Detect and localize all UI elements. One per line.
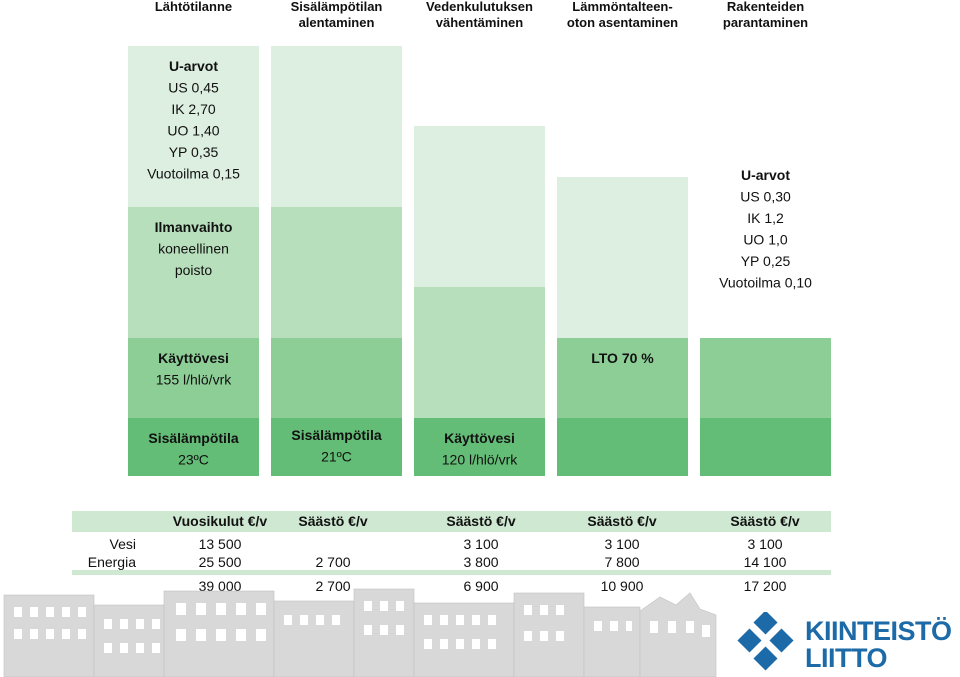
table-cell: 7 800	[604, 554, 640, 570]
row-label: Energia	[87, 554, 136, 570]
bar-segment-käyttövesi	[271, 338, 402, 418]
total-cell: 6 900	[463, 578, 499, 594]
bar-segment-sisälämpötila	[128, 418, 259, 476]
table-cell: 25 500	[198, 554, 242, 570]
costs-header-row: Vuosikulut €/v Säästö €/v Säästö €/v Sää…	[72, 511, 831, 532]
costs-header-cell: Säästö €/v	[730, 513, 800, 529]
segment-annotation: LTO 70 %	[591, 350, 654, 366]
category-label: Lämmöntalteen-oton asentaminen	[567, 0, 678, 30]
segment-annotation: U-arvot US 0,30 IK 1,2 UO 1,0 YP 0,25 Vuotoil…	[719, 167, 812, 291]
segment-annotation: U-arvot US 0,45 IK 2,70 UO 1,40 YP 0,35 Vuoto…	[147, 58, 240, 182]
table-cell: 3 100	[463, 536, 499, 552]
total-cell: 10 900	[600, 578, 644, 594]
bar-segment-u-arvot	[414, 126, 545, 287]
segment-annotation: Sisälämpötila 21ºC	[291, 427, 381, 465]
segment-annotation: Sisälämpötila 23ºC	[148, 430, 238, 468]
costs-header-cell	[76, 511, 136, 532]
kiinteistoliitto-logo: KIINTEISTÖ LIITTO	[735, 612, 960, 672]
diamond-logo-icon	[737, 612, 794, 671]
category-label: Rakenteiden parantaminen	[723, 0, 808, 30]
bar-segment-ilmanvaihto	[271, 207, 402, 338]
table-cell: 3 100	[747, 536, 783, 552]
costs-header-cell: Vuosikulut €/v	[172, 513, 268, 529]
table-cell: 3 100	[604, 536, 640, 552]
table-row: Energia 25 500 2 700 3 800 7 800 14 100	[72, 553, 831, 571]
table-divider	[72, 570, 831, 575]
city-skyline-silhouette	[3, 588, 717, 677]
bar-segment-sisälämpötila	[700, 418, 831, 476]
total-cell: 39 000	[198, 578, 242, 594]
bar-segment-u-arvot	[271, 46, 402, 207]
bar-segment-käyttövesi	[128, 338, 259, 418]
bar-segment-ilmanvaihto	[128, 207, 259, 338]
table-cell: 3 800	[463, 554, 499, 570]
energy-savings-chart: Lähtötilanne Sisälämpötilan alentaminen Ved…	[128, 0, 831, 476]
bar-segment-käyttövesi	[557, 338, 688, 418]
bar-segment-käyttövesi	[700, 338, 831, 418]
costs-header-cell: Säästö €/v	[446, 513, 516, 529]
brand-name-line2: LIITTO	[805, 643, 888, 673]
table-cell: 2 700	[315, 554, 351, 570]
bar-segment-sisälämpötila	[271, 418, 402, 476]
row-label: Vesi	[109, 536, 136, 552]
total-cell: 17 200	[743, 578, 787, 594]
category-label: Lähtötilanne	[155, 0, 232, 14]
segment-annotation: Käyttövesi 120 l/hlö/vrk	[442, 430, 518, 468]
total-cell: 2 700	[315, 578, 351, 594]
table-cell: 14 100	[743, 554, 787, 570]
segment-annotation: Ilmanvaihto koneellinen poisto	[155, 219, 233, 278]
table-cell: 13 500	[198, 536, 242, 552]
brand-name-line1: KIINTEISTÖ	[805, 616, 952, 646]
bar-segment-sisälämpötila	[557, 418, 688, 476]
bar-segment-sisälämpötila	[414, 418, 545, 476]
total-row: 39 000 2 700 6 900 10 900 17 200	[72, 577, 831, 595]
segment-annotation: Käyttövesi 155 l/hlö/vrk	[156, 350, 232, 388]
costs-header-cell: Säästö €/v	[587, 513, 657, 529]
bar-segment-u-arvot	[557, 177, 688, 338]
bar-segment-u-arvot	[128, 46, 259, 207]
table-row: Vesi 13 500 3 100 3 100 3 100	[72, 535, 831, 553]
bar-segment-ilmanvaihto	[414, 287, 545, 418]
category-label: Vedenkulutuksen vähentäminen	[426, 0, 533, 30]
category-label: Sisälämpötilan alentaminen	[291, 0, 383, 30]
costs-header-cell: Säästö €/v	[298, 513, 368, 529]
